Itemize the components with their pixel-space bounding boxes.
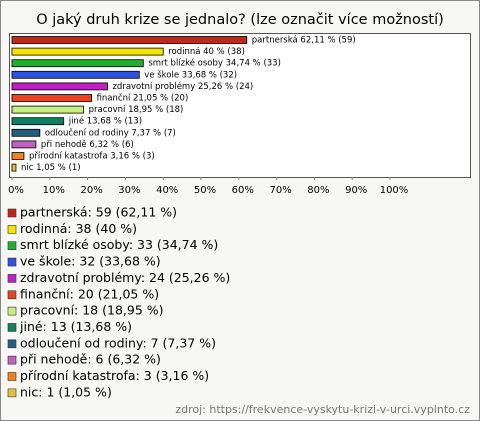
bar [11,36,248,44]
plot-area [9,33,471,178]
legend-swatch [7,208,17,218]
bar [11,128,41,137]
legend-label: finanční: 20 (21,05 %) [20,286,159,301]
legend-label: smrt blízké osoby: 33 (34,74 %) [20,237,218,252]
bar [11,70,140,79]
legend-swatch [7,355,17,365]
legend-label: pracovní: 18 (18,95 %) [20,303,164,318]
legend-swatch [7,306,17,316]
legend-swatch [7,257,17,267]
x-tick-label: 80% [307,185,329,196]
bar-label: partnerská 62,11 % (59) [252,36,356,46]
bar [11,140,37,149]
bar-label: přírodní katastrofa 3,16 % (3) [29,152,155,162]
bar [11,117,65,126]
x-tick-label: 10% [43,185,65,196]
x-tick-label: 20% [80,185,102,196]
x-tick-label: 0% [8,185,24,196]
legend-label: odloučení od rodiny: 7 (7,37 %) [20,335,216,350]
x-tick-label: 30% [118,185,140,196]
bar [11,59,144,68]
legend-label: ve škole: 32 (33,68 %) [20,254,161,269]
legend-swatch [7,339,17,349]
chart-title: O jaký druh krize se jednalo? (lze označ… [36,12,444,28]
legend-label: jiné: 13 (13,68 %) [19,319,132,334]
bar [11,105,85,114]
bar [11,94,92,102]
x-tick-label: 40% [156,185,178,196]
legend-label: nic: 1 (1,05 %) [20,384,112,399]
legend-swatch [7,388,17,398]
bar [11,163,17,172]
bar-label: odloučení od rodiny 7,37 % (7) [45,127,176,138]
bar-label: smrt blízké osoby 34,74 % (33) [148,58,281,69]
bar-label: rodinná 40 % (38) [168,47,245,57]
bar-label: finanční 21,05 % (20) [97,93,189,104]
bar [11,47,164,56]
bar-label: pracovní 18,95 % (18) [89,105,184,115]
bar-label: při nehodě 6,32 % (6) [41,140,134,150]
legend-swatch [7,241,17,250]
legend-label: při nehodě: 6 (6,32 %) [20,352,161,367]
legend-swatch [7,274,17,283]
legend-label: zdravotní problémy: 24 (25,26 %) [20,270,230,285]
legend-swatch [7,323,17,332]
x-tick-label: 70% [269,185,291,196]
legend-label: partnerská: 59 (62,11 %) [20,205,177,220]
x-tick-label: 90% [345,185,367,196]
legend-swatch [7,225,17,234]
bar-label: zdravotní problémy 25,26 % (24) [112,81,253,92]
bar-label: ve škole 33,68 % (32) [144,69,237,80]
bar-label: jiné 13,68 % (13) [68,116,142,127]
legend-label: rodinná: 38 (40 %) [20,221,137,236]
bar [11,82,108,91]
x-tick-label: 50% [194,185,216,196]
legend-label: přírodní katastrofa: 3 (3,16 %) [20,368,209,383]
source: zdroj: https://frekvence-vyskytu-krizi-v… [175,403,470,416]
legend-swatch [7,372,17,381]
legend-swatch [7,290,17,300]
x-tick-label: 100% [380,185,409,196]
bar [11,152,25,160]
x-tick-label: 60% [232,185,254,196]
bar-label: nic 1,05 % (1) [21,163,81,173]
